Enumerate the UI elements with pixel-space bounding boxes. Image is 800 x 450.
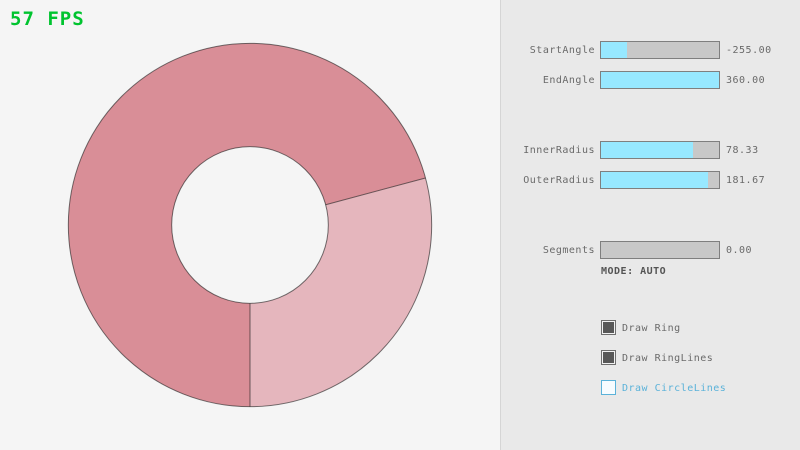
checkbox-box[interactable] — [601, 380, 616, 395]
slider-value-endangle: 360.00 — [726, 75, 766, 86]
checkbox-label: Draw CircleLines — [622, 383, 727, 394]
slider-label-endangle: EndAngle — [542, 75, 595, 86]
slider-value-outerradius: 181.67 — [726, 175, 766, 186]
checkbox-label: Draw Ring — [622, 323, 681, 334]
slider-value-innerradius: 78.33 — [726, 145, 759, 156]
checkbox-draw-circlelines[interactable]: Draw CircleLines — [601, 380, 781, 396]
slider-label-outerradius: OuterRadius — [523, 175, 595, 186]
ring-canvas — [67, 42, 433, 408]
slider-fill — [601, 42, 627, 58]
slider-endangle[interactable] — [600, 71, 720, 89]
right-panel: StartAngle -255.00 EndAngle 360.00 Inner… — [500, 0, 800, 450]
checkbox-draw-ring[interactable]: Draw Ring — [601, 320, 781, 336]
slider-row-innerradius: InnerRadius 78.33 — [501, 140, 800, 160]
slider-innerradius[interactable] — [600, 141, 720, 159]
slider-outerradius[interactable] — [600, 171, 720, 189]
slider-row-endangle: EndAngle 360.00 — [501, 70, 800, 90]
slider-value-startangle: -255.00 — [726, 45, 772, 56]
checkbox-box[interactable] — [601, 350, 616, 365]
slider-value-segments: 0.00 — [726, 245, 753, 256]
slider-row-outerradius: OuterRadius 181.67 — [501, 170, 800, 190]
slider-label-innerradius: InnerRadius — [523, 145, 595, 156]
fps-counter: 57 FPS — [10, 8, 85, 30]
slider-row-startangle: StartAngle -255.00 — [501, 40, 800, 60]
slider-fill — [601, 142, 694, 158]
slider-segments[interactable] — [600, 241, 720, 259]
slider-fill — [601, 172, 709, 188]
checkbox-draw-ringlines[interactable]: Draw RingLines — [601, 350, 781, 366]
mode-indicator: MODE: AUTO — [601, 266, 667, 277]
slider-startangle[interactable] — [600, 41, 720, 59]
checkbox-box[interactable] — [601, 320, 616, 335]
slider-label-segments: Segments — [542, 245, 595, 256]
checkbox-label: Draw RingLines — [622, 353, 714, 364]
slider-row-segments: Segments 0.00 — [501, 240, 800, 260]
slider-label-startangle: StartAngle — [529, 45, 595, 56]
slider-fill — [601, 72, 719, 88]
